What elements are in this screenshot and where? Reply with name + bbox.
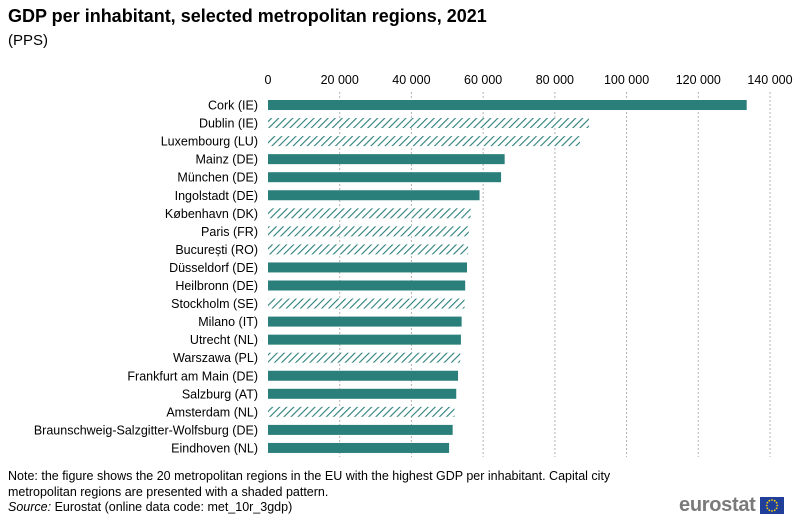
bar bbox=[268, 172, 502, 183]
category-label: Stockholm (SE) bbox=[171, 297, 258, 311]
bar bbox=[268, 262, 468, 273]
footnote: Note: the figure shows the 20 metropolit… bbox=[8, 469, 611, 499]
bar bbox=[268, 370, 459, 381]
category-label: Frankfurt am Main (DE) bbox=[127, 369, 258, 383]
category-label: Amsterdam (NL) bbox=[166, 405, 258, 419]
bar bbox=[268, 280, 466, 291]
category-label: Düsseldorf (DE) bbox=[169, 261, 258, 275]
category-label: Heilbronn (DE) bbox=[175, 279, 258, 293]
chart-subtitle: (PPS) bbox=[8, 32, 49, 49]
bar bbox=[268, 406, 455, 417]
x-tick-label: 140 000 bbox=[747, 73, 792, 87]
bar bbox=[268, 154, 505, 165]
chart-title: GDP per inhabitant, selected metropolita… bbox=[8, 6, 487, 26]
category-label: Dublin (IE) bbox=[199, 117, 258, 131]
bar bbox=[268, 388, 457, 399]
category-label: Mainz (DE) bbox=[195, 153, 258, 167]
bar bbox=[268, 424, 453, 435]
bar bbox=[268, 298, 465, 309]
category-label: Milano (IT) bbox=[198, 315, 258, 329]
category-label: Eindhoven (NL) bbox=[171, 441, 258, 455]
category-label: Ingolstadt (DE) bbox=[175, 189, 258, 203]
x-tick-label: 100 000 bbox=[604, 73, 649, 87]
category-label: Luxembourg (LU) bbox=[161, 135, 258, 149]
bar bbox=[268, 334, 461, 345]
logo-text: eurostat bbox=[679, 494, 756, 516]
category-label: Salzburg (AT) bbox=[182, 387, 258, 401]
bar bbox=[268, 136, 580, 147]
category-label: Utrecht (NL) bbox=[190, 333, 258, 347]
x-tick-label: 0 bbox=[265, 73, 272, 87]
source-line: Source: Eurostat (online data code: met_… bbox=[8, 500, 292, 514]
bar bbox=[268, 244, 469, 255]
bar bbox=[268, 442, 450, 453]
category-label: Warszawa (PL) bbox=[173, 351, 258, 365]
x-tick-label: 40 000 bbox=[392, 73, 430, 87]
bar bbox=[268, 190, 480, 201]
category-label: București (RO) bbox=[175, 243, 258, 257]
category-label: København (DK) bbox=[165, 207, 258, 221]
category-label: Braunschweig-Salzgitter-Wolfsburg (DE) bbox=[34, 423, 258, 437]
x-tick-label: 80 000 bbox=[536, 73, 574, 87]
eu-flag-icon bbox=[759, 497, 784, 514]
bar bbox=[268, 352, 461, 363]
bar-chart: 0 20 000 40 000 60 000 80 000 100 000 120 000 1… bbox=[34, 73, 793, 457]
bar bbox=[268, 226, 469, 237]
bar bbox=[268, 100, 747, 110]
source-text: Eurostat (online data code: met_10r_3gdp… bbox=[54, 500, 293, 514]
x-tick-label: 120 000 bbox=[676, 73, 721, 87]
eurostat-logo: eurostat bbox=[679, 494, 784, 517]
source-label: Source: bbox=[8, 500, 52, 514]
category-label: Cork (IE) bbox=[208, 99, 258, 113]
bar bbox=[268, 208, 471, 219]
bar bbox=[268, 316, 462, 327]
x-tick-label: 60 000 bbox=[464, 73, 502, 87]
x-tick-label: 20 000 bbox=[321, 73, 359, 87]
category-label: München (DE) bbox=[177, 171, 258, 185]
category-label: Paris (FR) bbox=[201, 225, 258, 239]
bar bbox=[268, 118, 589, 129]
